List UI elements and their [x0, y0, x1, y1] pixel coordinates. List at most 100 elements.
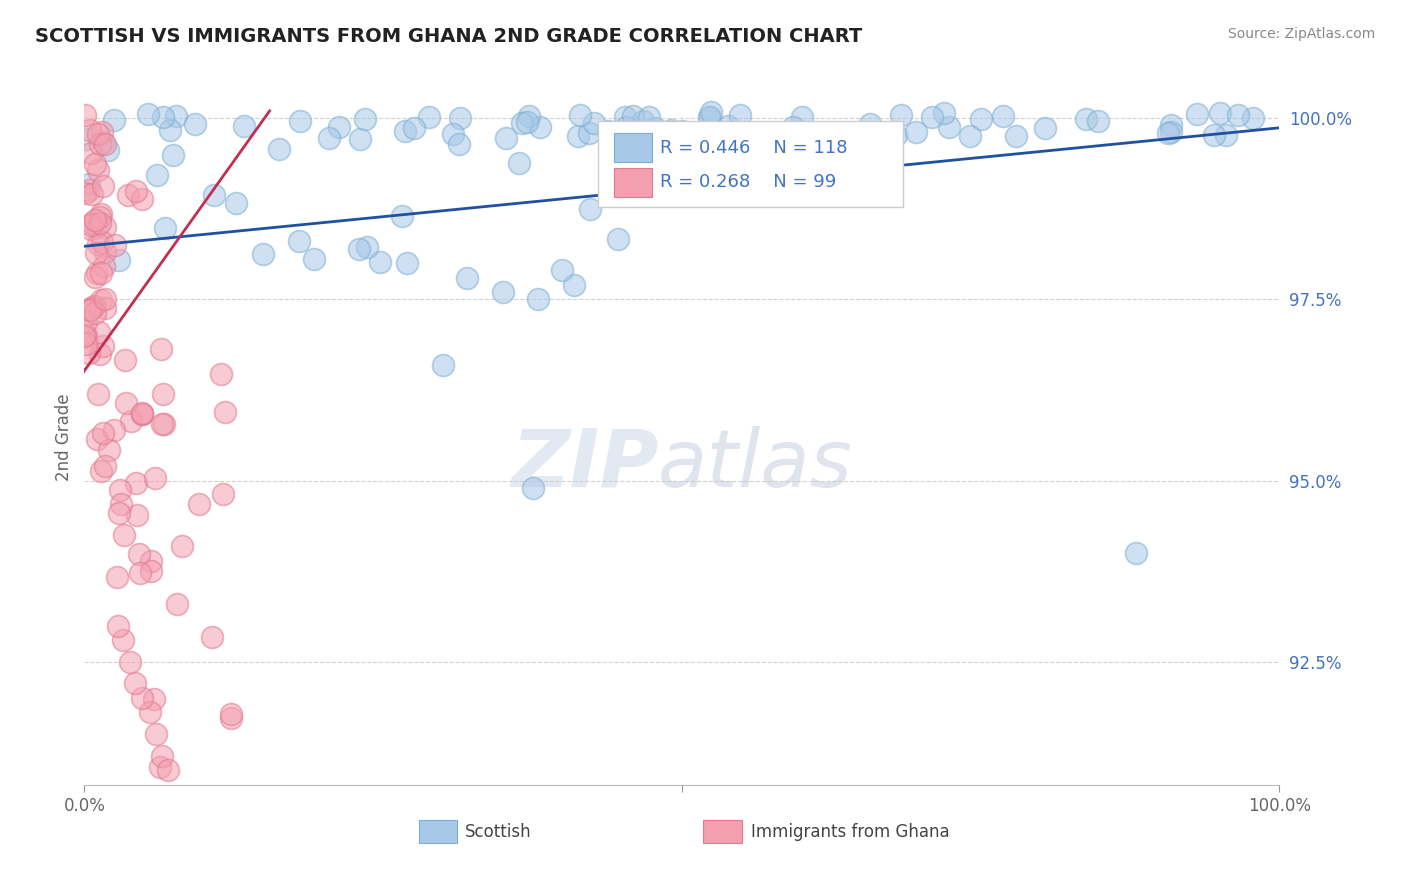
Point — [91, 179, 114, 194]
Point — [79, 123, 101, 137]
Point — [111, 632, 134, 647]
Point — [94, 459, 117, 474]
Point — [212, 487, 235, 501]
Point — [288, 113, 311, 128]
Point — [209, 367, 232, 381]
Point — [564, 277, 586, 292]
Text: Source: ZipAtlas.com: Source: ZipAtlas.com — [1227, 27, 1375, 41]
Point — [318, 131, 340, 145]
Point — [418, 110, 440, 124]
Point — [105, 570, 128, 584]
Point — [86, 219, 108, 234]
Point — [89, 136, 111, 151]
Point — [94, 292, 117, 306]
Point — [131, 192, 153, 206]
Point — [107, 253, 129, 268]
Point — [672, 128, 695, 143]
Text: Immigrants from Ghana: Immigrants from Ghana — [751, 822, 950, 840]
Point — [83, 306, 105, 320]
Point — [75, 186, 97, 200]
Point — [219, 711, 242, 725]
Point — [449, 111, 471, 125]
Point — [153, 417, 176, 431]
Point — [145, 727, 167, 741]
Point — [80, 218, 103, 232]
Text: R = 0.268    N = 99: R = 0.268 N = 99 — [661, 173, 837, 192]
Point — [1087, 113, 1109, 128]
Text: atlas: atlas — [658, 425, 853, 504]
Point — [201, 630, 224, 644]
Point — [905, 125, 928, 139]
Point — [671, 124, 693, 138]
FancyBboxPatch shape — [419, 820, 457, 844]
Point — [578, 127, 600, 141]
Point — [516, 115, 538, 129]
Point — [73, 108, 96, 122]
Point — [404, 120, 426, 135]
Point — [80, 222, 103, 236]
Point — [170, 539, 193, 553]
Point — [157, 764, 180, 778]
Point — [83, 299, 105, 313]
Point — [89, 347, 111, 361]
Point — [115, 396, 138, 410]
Point — [131, 407, 153, 421]
FancyBboxPatch shape — [599, 120, 903, 208]
Point — [1226, 108, 1249, 122]
Point — [921, 110, 943, 124]
Point — [889, 107, 911, 121]
Point — [103, 113, 125, 128]
Point — [1215, 128, 1237, 142]
Point — [139, 706, 162, 720]
Point — [80, 187, 103, 202]
Point — [82, 301, 104, 315]
Point — [368, 254, 391, 268]
Point — [637, 110, 659, 124]
Point — [94, 301, 117, 315]
Point — [613, 111, 636, 125]
FancyBboxPatch shape — [703, 820, 742, 844]
Point — [232, 119, 254, 133]
Point — [447, 137, 470, 152]
Point — [93, 135, 115, 149]
Point — [508, 155, 530, 169]
Point — [80, 216, 103, 230]
Point — [991, 109, 1014, 123]
Point — [149, 759, 172, 773]
Point — [150, 417, 173, 432]
Point — [91, 425, 114, 440]
Point — [621, 109, 644, 123]
Text: R = 0.446    N = 118: R = 0.446 N = 118 — [661, 138, 848, 157]
Point — [717, 119, 740, 133]
Point — [83, 157, 105, 171]
Point — [1156, 126, 1178, 140]
Point — [443, 127, 465, 141]
Point — [1202, 128, 1225, 142]
Point — [165, 109, 187, 123]
Point — [73, 327, 96, 342]
Point — [107, 618, 129, 632]
Point — [1005, 129, 1028, 144]
Point — [149, 342, 172, 356]
Point — [349, 242, 371, 256]
FancyBboxPatch shape — [614, 168, 652, 197]
Point — [659, 122, 682, 136]
Point — [328, 120, 350, 134]
Point — [700, 104, 723, 119]
Point — [94, 137, 117, 152]
Point — [519, 109, 541, 123]
Point — [117, 187, 139, 202]
Point — [214, 404, 236, 418]
Point — [959, 129, 981, 144]
Point — [75, 337, 97, 351]
Point — [77, 177, 100, 191]
Point — [456, 270, 478, 285]
Point — [75, 329, 97, 343]
Point — [162, 148, 184, 162]
Point — [87, 236, 110, 251]
Point — [432, 358, 454, 372]
Point — [391, 209, 413, 223]
Point — [221, 707, 243, 722]
Point — [153, 220, 176, 235]
Point — [579, 202, 602, 216]
